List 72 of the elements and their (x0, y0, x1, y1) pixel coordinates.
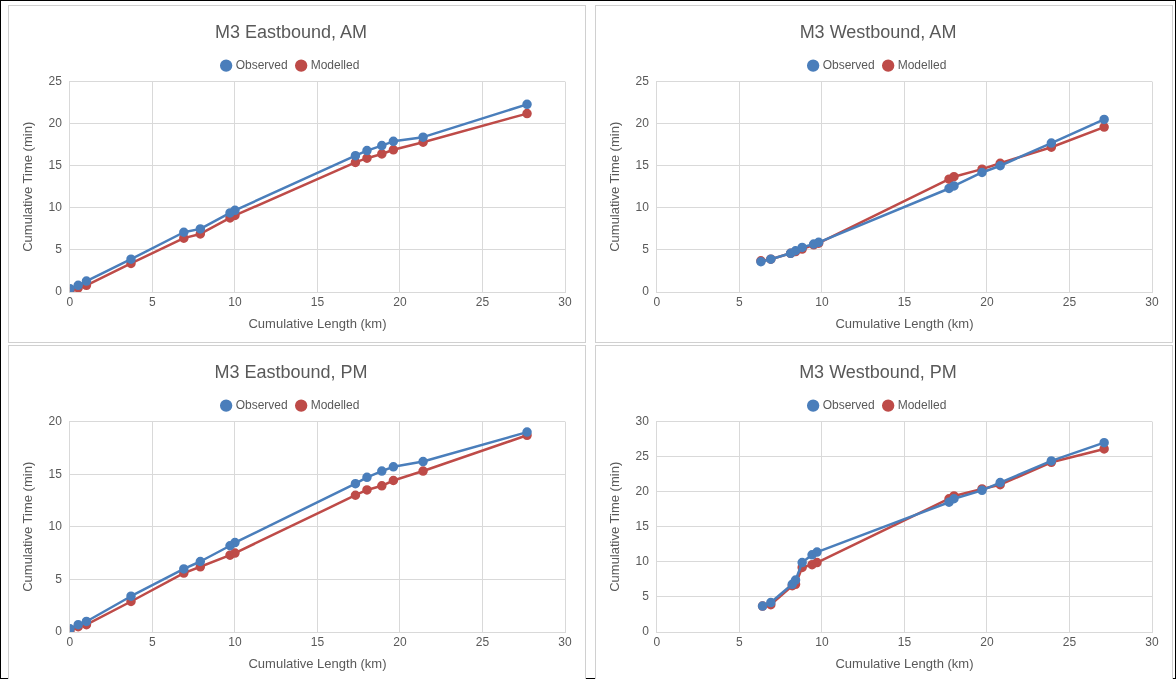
y-tick-label: 5 (642, 589, 650, 604)
x-tick-label: 30 (558, 294, 572, 309)
x-tick-label: 5 (736, 294, 744, 309)
x-tick-label: 0 (66, 294, 74, 309)
legend-label: Modelled (310, 57, 360, 72)
y-axis-title: Cumulative Time (min) (20, 121, 36, 252)
x-tick-label: 30 (1145, 294, 1159, 309)
y-tick-label: 15 (635, 519, 650, 534)
x-tick-label: 25 (475, 634, 490, 649)
x-tick-label: 25 (1062, 294, 1077, 309)
x-axis-title: Cumulative Length (km) (248, 315, 387, 331)
x-tick-label: 20 (393, 634, 407, 649)
legend-label: Modelled (310, 397, 360, 412)
y-tick-label: 0 (55, 284, 63, 299)
legend-label: Observed (235, 397, 288, 412)
y-tick-label: 0 (55, 624, 63, 639)
y-tick-label: 10 (48, 519, 63, 534)
x-axis-title: Cumulative Length (km) (248, 655, 387, 671)
chart-title: M3 Eastbound, PM (214, 361, 368, 382)
y-tick-label: 5 (55, 571, 63, 586)
x-tick-label: 15 (897, 634, 912, 649)
x-tick-label: 10 (228, 294, 242, 309)
x-tick-label: 10 (228, 634, 242, 649)
x-axis-title: Cumulative Length (km) (835, 315, 974, 331)
y-tick-label: 25 (635, 448, 650, 463)
x-tick-label: 10 (815, 294, 829, 309)
x-tick-label: 20 (980, 294, 994, 309)
y-tick-label: 25 (635, 73, 650, 88)
x-tick-label: 25 (1062, 634, 1077, 649)
x-tick-label: 10 (815, 634, 829, 649)
x-tick-label: 20 (980, 634, 994, 649)
y-axis-title: Cumulative Time (min) (607, 461, 623, 592)
y-axis-title: Cumulative Time (min) (20, 461, 36, 592)
legend-label: Observed (822, 397, 875, 412)
y-tick-label: 0 (642, 624, 650, 639)
x-tick-label: 25 (475, 294, 490, 309)
x-tick-label: 5 (149, 634, 157, 649)
y-tick-label: 20 (635, 115, 650, 130)
x-tick-label: 0 (653, 634, 661, 649)
y-tick-label: 20 (48, 115, 63, 130)
y-tick-label: 5 (55, 242, 63, 257)
x-axis-title: Cumulative Length (km) (835, 655, 974, 671)
x-tick-label: 30 (1145, 634, 1159, 649)
x-tick-label: 20 (393, 294, 407, 309)
y-tick-label: 25 (48, 73, 63, 88)
y-tick-label: 20 (635, 484, 650, 499)
chart-title: M3 Westbound, PM (799, 361, 957, 382)
x-tick-label: 0 (653, 294, 661, 309)
y-tick-label: 0 (642, 284, 650, 299)
y-tick-label: 10 (635, 200, 650, 215)
y-axis-title: Cumulative Time (min) (607, 121, 623, 252)
x-tick-label: 15 (310, 294, 325, 309)
y-tick-label: 15 (635, 158, 650, 173)
chart-title: M3 Eastbound, AM (214, 21, 368, 42)
legend-label: Observed (235, 57, 288, 72)
y-tick-label: 10 (48, 200, 63, 215)
x-tick-label: 0 (66, 634, 74, 649)
y-tick-label: 5 (642, 242, 650, 257)
legend-label: Modelled (897, 397, 947, 412)
legend-label: Observed (822, 57, 875, 72)
x-tick-label: 5 (149, 294, 157, 309)
y-tick-label: 15 (48, 158, 63, 173)
y-tick-label: 20 (48, 413, 63, 428)
y-tick-label: 30 (635, 413, 650, 428)
x-tick-label: 15 (897, 294, 912, 309)
y-tick-label: 15 (48, 466, 63, 481)
x-tick-label: 30 (558, 634, 572, 649)
y-tick-label: 10 (635, 554, 650, 569)
x-tick-label: 15 (310, 634, 325, 649)
chart-title: M3 Westbound, AM (799, 21, 957, 42)
x-tick-label: 5 (736, 634, 744, 649)
legend-label: Modelled (897, 57, 947, 72)
